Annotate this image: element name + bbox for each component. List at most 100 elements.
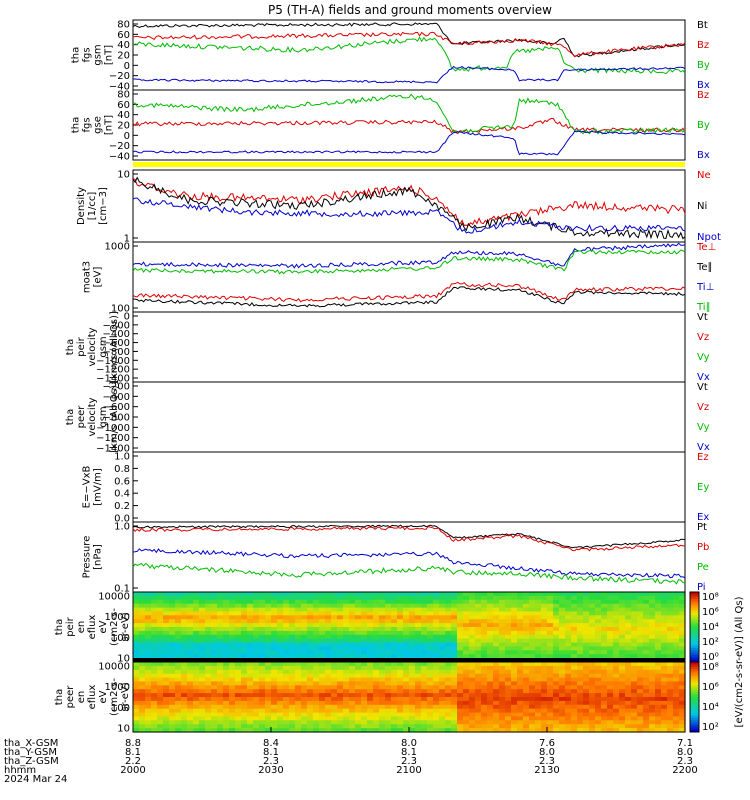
spectrogram-cell [505,650,512,655]
spectrogram-cell [541,697,548,702]
spectrogram-cell [415,630,422,636]
spectrogram-cell [199,720,206,725]
spectrogram-cell [445,595,452,601]
spectrogram-cell [379,615,386,620]
spectrogram-cell [187,685,194,690]
spectrogram-cell [445,681,452,686]
spectrogram-cell [601,662,608,667]
panel-p6: thapeervelocitygsm[km/s (All Qs)]−200−40… [65,381,710,454]
spectrogram-cell [301,728,308,733]
spectrogram-cell [613,720,620,725]
spectrogram-cell [163,630,170,636]
spectrogram-cell [175,693,182,698]
spectrogram-cell [355,607,362,613]
spectrogram-cell [661,712,668,718]
spectrogram-cell [445,685,452,690]
spectrogram-cell [655,728,662,733]
spectrogram-cell [265,638,272,644]
spectrogram-cell [655,611,662,616]
spectrogram-cell [637,623,644,628]
spectrogram-cell [421,712,428,718]
spectrogram-cell [205,650,212,655]
spectrogram-cell [181,650,188,655]
spectrogram-cell [523,599,530,605]
spectrogram-cell [409,665,416,671]
spectrogram-cell [535,627,542,632]
spectrogram-cell [601,681,608,686]
spectrogram-cell [133,700,140,706]
spectrogram-cell [157,669,164,675]
spectrogram-cell [157,700,164,706]
spectrogram-cell [151,595,158,601]
spectrogram-cell [301,627,308,632]
spectrogram-cell [265,650,272,655]
spectrogram-cell [523,619,530,624]
spectrogram-cell [595,630,602,636]
spectrogram-cell [277,665,284,671]
spectrogram-cell [523,677,530,683]
spectrogram-cell [283,642,290,648]
spectrogram-cell [493,685,500,690]
spectrogram-cell [673,595,680,601]
spectrogram-cell [181,708,188,714]
spectrogram-cell [175,615,182,620]
spectrogram-cell [415,681,422,686]
spectrogram-cell [187,677,194,683]
spectrogram-cell [571,627,578,632]
spectrogram-cell [613,611,620,616]
y-label-line: velocity [87,397,98,436]
colorbar-segment [690,666,699,670]
spectrogram-cell [415,677,422,683]
spectrogram-cell [337,673,344,679]
spectrogram-cell [565,665,572,671]
spectrogram-cell [607,689,614,694]
spectrogram-cell [613,665,620,671]
spectrogram-cell [661,595,668,601]
spectrogram-cell [133,592,140,597]
spectrogram-cell [349,595,356,601]
spectrogram-cell [385,693,392,698]
spectrogram-cell [571,611,578,616]
spectrogram-cell [259,638,266,644]
spectrogram-cell [151,681,158,686]
spectrogram-cell [403,592,410,597]
colorbar-tick: 10⁸ [702,662,719,673]
spectrogram-cell [373,654,380,659]
spectrogram-cell [475,650,482,655]
spectrogram-cell [409,599,416,605]
spectrogram-cell [157,724,164,729]
spectrogram-cell [409,634,416,640]
spectrogram-cell [463,592,470,597]
spectrogram-cell [565,689,572,694]
spectrogram-cell [655,669,662,675]
spectrogram-cell [529,673,536,679]
spectrogram-cell [445,615,452,620]
spectrogram-cell [625,677,632,683]
spectrogram-cell [295,623,302,628]
spectrogram-cell [139,630,146,636]
spectrogram-cell [589,607,596,613]
spectrogram-cell [619,708,626,714]
spectrogram-cell [385,638,392,644]
spectrogram-cell [253,638,260,644]
spectrogram-cell [295,634,302,640]
spectrogram-cell [343,607,350,613]
spectrogram-cell [331,646,338,651]
spectrogram-cell [571,650,578,655]
spectrogram-cell [583,650,590,655]
spectrogram-cell [601,677,608,683]
spectrogram-cell [607,592,614,597]
spectrogram-cell [157,646,164,651]
spectrogram-cell [355,634,362,640]
spectrogram-cell [475,611,482,616]
spectrogram-cell [523,673,530,679]
spectrogram-cell [457,669,464,675]
spectrogram-cell [481,650,488,655]
spectrogram-cell [457,677,464,683]
spectrogram-cell [499,630,506,636]
colorbar-segment [690,641,699,644]
spectrogram-cell [271,615,278,620]
spectrogram-cell [151,611,158,616]
spectrogram-cell [259,728,266,733]
spectrogram-cell [229,708,236,714]
